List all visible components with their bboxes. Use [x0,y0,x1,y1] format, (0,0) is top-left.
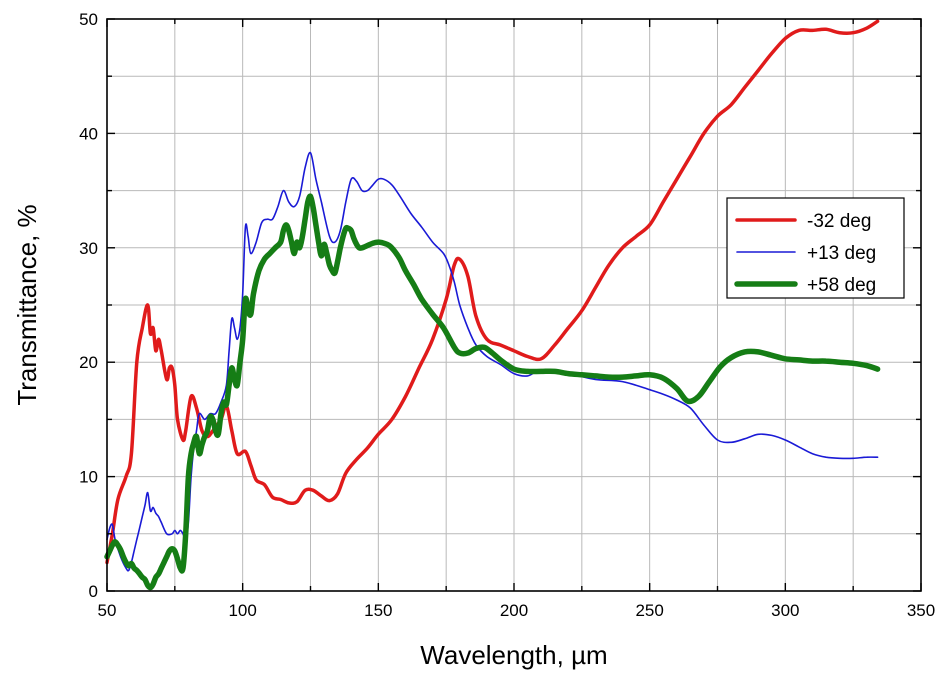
x-tick-label: 250 [635,601,663,620]
series-plus-13-deg [106,151,879,572]
x-axis-title: Wavelength, µm [420,640,607,670]
x-tick-label: 200 [500,601,528,620]
y-tick-label: 50 [79,10,98,29]
x-tick-label: 350 [907,601,935,620]
y-axis-title: Transmittance, % [12,204,42,405]
y-tick-label: 20 [79,353,98,372]
y-tick-label: 30 [79,239,98,258]
y-tick-label: 40 [79,124,98,143]
x-tick-label: 100 [228,601,256,620]
y-tick-label: 10 [79,468,98,487]
legend-label-plus-13-deg: +13 deg [807,243,876,264]
grid [107,19,921,591]
tick-labels: 50 100 150 200 250 300 350 0 10 20 30 40 50 [79,10,935,620]
y-tick-label: 0 [89,582,98,601]
series-plus-58-deg [104,193,881,591]
x-tick-label: 300 [771,601,799,620]
x-tick-label: 50 [98,601,117,620]
plot-area [104,19,881,591]
legend-label-minus-32-deg: -32 deg [807,211,871,232]
legend-label-plus-58-deg: +58 deg [807,275,876,296]
legend: -32 deg +13 deg +58 deg [726,197,905,299]
series-minus-32-deg [105,19,880,565]
x-tick-label: 150 [364,601,392,620]
axes [106,18,922,592]
